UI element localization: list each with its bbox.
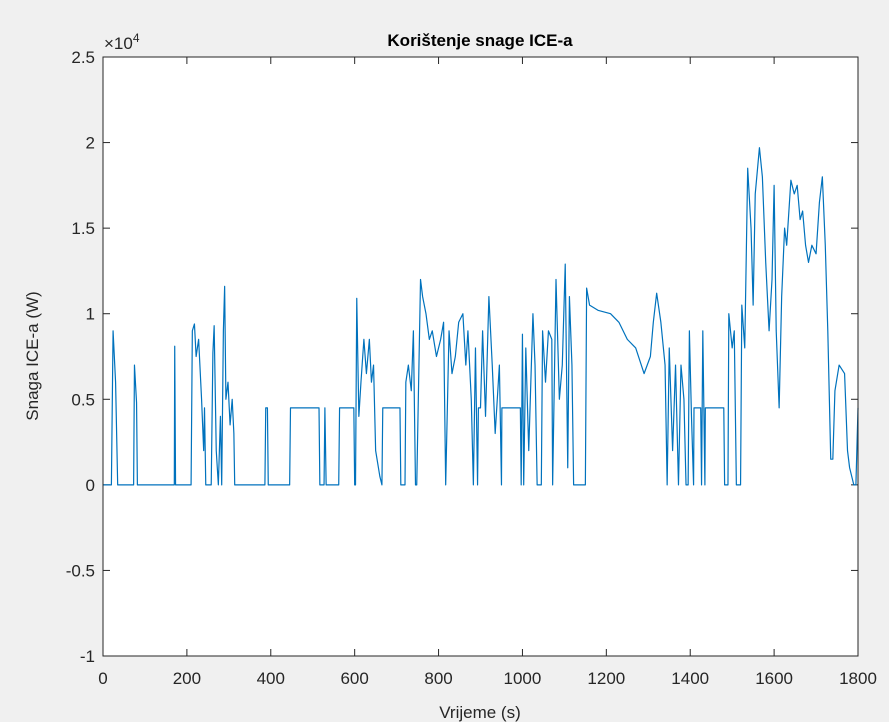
x-tick-label: 800 [424,669,452,688]
y-tick-label: 0 [86,476,95,495]
y-multiplier: ×104 [104,31,140,53]
y-tick-label: -0.5 [66,561,95,580]
x-tick-label: 1400 [671,669,709,688]
x-tick-label: 1200 [587,669,625,688]
x-axis-label: Vrijeme (s) [439,703,521,722]
y-tick-label: 2.5 [71,48,95,67]
x-tick-label: 1800 [839,669,877,688]
y-tick-label: 2 [86,134,95,153]
x-tick-label: 1600 [755,669,793,688]
y-multiplier-exponent: 4 [133,31,140,45]
x-tick-label: 0 [98,669,107,688]
y-tick-label: 1.5 [71,219,95,238]
x-tick-label: 1000 [504,669,542,688]
chart-title: Korištenje snage ICE-a [387,31,573,50]
x-tick-label: 600 [340,669,368,688]
data-line [103,147,859,486]
y-tick-label: -1 [80,647,95,666]
y-tick-label: 0.5 [71,390,95,409]
x-tick-label: 400 [257,669,285,688]
y-multiplier-base: ×10 [104,34,133,53]
x-tick-label: 200 [173,669,201,688]
plot-frame [102,56,859,657]
y-tick-label: 1 [86,305,95,324]
y-axis-label: Snaga ICE-a (W) [23,291,42,420]
plot-area [103,57,858,656]
